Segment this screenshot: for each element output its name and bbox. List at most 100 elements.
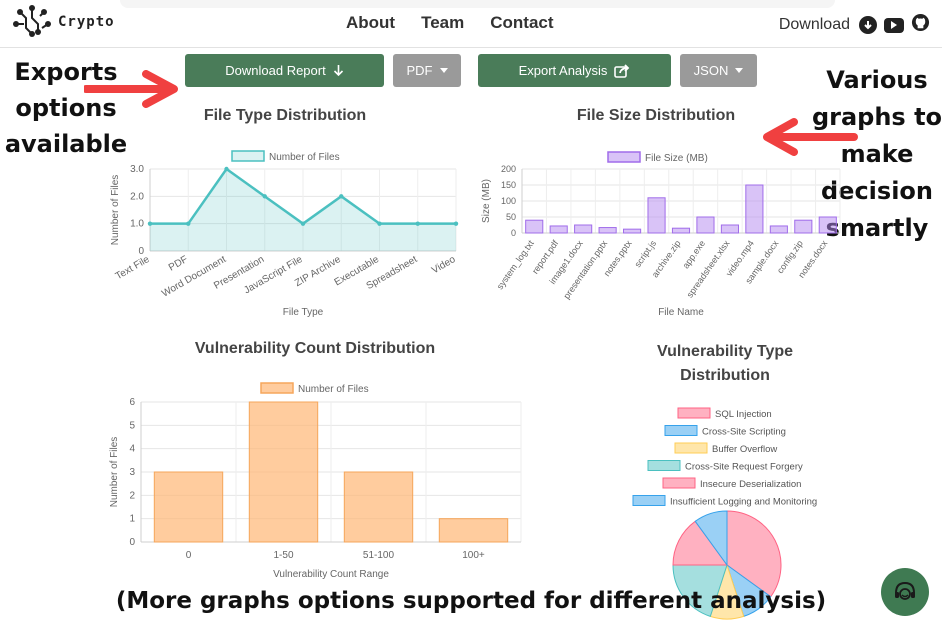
pie-slice <box>694 510 728 567</box>
pie-slice <box>672 520 728 566</box>
youtube-icon[interactable] <box>884 17 904 33</box>
nav-team[interactable]: Team <box>421 13 465 32</box>
logo-text: Crypto <box>58 14 115 30</box>
file-type-chart-title: File Type Distribution <box>203 107 367 124</box>
pdf-label: PDF <box>406 63 433 78</box>
bar <box>769 225 788 234</box>
legend-label: Buffer Overflow <box>712 444 777 455</box>
caret-down-icon <box>439 68 448 73</box>
legend-swatch <box>647 460 681 471</box>
legend-label: SQL Injection <box>715 409 772 420</box>
download-report-button[interactable]: Download Report <box>185 54 384 87</box>
vuln-count-chart-title: Vulnerability Count Distribution <box>194 340 436 357</box>
legend-label: File Size (MB) <box>645 153 708 164</box>
export-analysis-label: Export Analysis <box>518 63 608 78</box>
bar <box>818 216 837 234</box>
data-point <box>377 221 382 226</box>
y-tick-label: 0 <box>138 246 144 257</box>
x-tick-label: script.js <box>632 238 658 269</box>
headset-icon <box>895 581 915 600</box>
legend-swatch <box>677 407 711 419</box>
legend-swatch <box>231 150 265 162</box>
y-tick-label: 50 <box>506 212 516 222</box>
y-tick-label: 3.0 <box>130 164 144 175</box>
y-tick-label: 5 <box>129 420 135 431</box>
json-dropdown-button[interactable]: JSON <box>680 54 757 87</box>
arrow-left-annotation-icon <box>763 118 858 156</box>
data-point <box>186 221 191 226</box>
x-tick-label: 1-50 <box>273 550 293 561</box>
legend-swatch <box>662 477 696 489</box>
vuln-type-title-line: Distribution <box>680 367 770 384</box>
data-point <box>224 166 229 172</box>
x-axis-title: File Name <box>658 307 704 318</box>
y-tick-label: 1.0 <box>130 219 144 230</box>
vuln-type-title-line: Vulnerability Type <box>656 343 794 360</box>
bar <box>525 219 544 234</box>
main-nav: About Team Contact <box>346 13 554 33</box>
logo[interactable]: Crypto <box>12 4 115 40</box>
legend-label: Number of Files <box>298 384 369 395</box>
y-tick-label: 100 <box>501 196 516 206</box>
arrow-right-annotation-icon <box>84 70 178 108</box>
y-tick-label: 200 <box>501 164 516 174</box>
x-axis-title: Vulnerability Count Range <box>273 569 389 580</box>
data-point <box>415 221 420 226</box>
export-analysis-button[interactable]: Export Analysis <box>478 54 671 87</box>
json-label: JSON <box>693 63 729 78</box>
download-link[interactable]: Download <box>778 16 850 33</box>
y-tick-label: 2 <box>129 490 135 501</box>
vuln-count-chart: 0 1 2 3 4 5 6 0 1-50 51-100 100+ Number of Files Vul… <box>109 382 522 580</box>
bar <box>248 401 319 543</box>
area-fill <box>150 169 456 251</box>
y-axis-title: Size (MB) <box>481 179 492 223</box>
annotation-line: options <box>15 94 117 122</box>
x-tick-label: 51-100 <box>363 550 395 561</box>
nav-contact[interactable]: Contact <box>490 13 554 32</box>
x-tick-label: presentation.pptx <box>561 238 609 301</box>
github-icon[interactable] <box>911 13 930 37</box>
bar <box>745 184 764 234</box>
legend-label: Insecure Deserialization <box>700 479 801 490</box>
x-tick-label: Text File <box>114 254 152 282</box>
support-chat-button[interactable] <box>881 568 929 616</box>
bottom-caption: (More graphs options supported for diffe… <box>115 588 827 614</box>
bar <box>647 197 666 234</box>
y-tick-label: 1 <box>129 514 135 525</box>
caret-down-icon <box>735 68 744 73</box>
annotation-line: available <box>4 130 128 158</box>
x-tick-label: Video <box>430 254 458 276</box>
bar <box>598 227 617 234</box>
bar <box>549 225 568 234</box>
annotation-line: Exports <box>14 58 118 86</box>
file-size-chart-title: File Size Distribution <box>576 107 736 124</box>
bar <box>794 219 813 234</box>
y-axis-title: Number of Files <box>110 175 121 246</box>
pdf-dropdown-button[interactable]: PDF <box>393 54 461 87</box>
data-point <box>300 221 306 226</box>
data-point <box>453 221 459 226</box>
legend-swatch <box>664 425 698 436</box>
nav-about[interactable]: About <box>346 13 396 32</box>
arrow-down-icon <box>333 65 343 77</box>
header-divider <box>0 47 942 48</box>
bar <box>623 228 642 234</box>
y-tick-label: 2.0 <box>130 191 144 202</box>
legend-label: Number of Files <box>269 152 340 163</box>
file-size-chart: 050100150200system_log.txtreport.pdfimag… <box>481 151 841 318</box>
y-tick-label: 0 <box>511 228 516 238</box>
data-point <box>339 194 344 199</box>
download-icon[interactable] <box>859 16 877 34</box>
bar <box>671 227 691 234</box>
bar <box>153 471 224 543</box>
y-tick-label: 0 <box>129 537 135 548</box>
annotation-line: smartly <box>825 214 929 242</box>
annotation-line: graphs to <box>811 103 942 131</box>
circuit-logo-icon <box>13 5 51 37</box>
annotation-line: make <box>840 140 914 168</box>
header-actions: Download <box>779 13 930 37</box>
legend-label: Insufficient Logging and Monitoring <box>670 497 817 508</box>
legend-swatch <box>674 442 708 454</box>
vuln-type-chart-title: Vulnerability Type Distribution <box>620 340 830 388</box>
bar <box>574 224 593 234</box>
